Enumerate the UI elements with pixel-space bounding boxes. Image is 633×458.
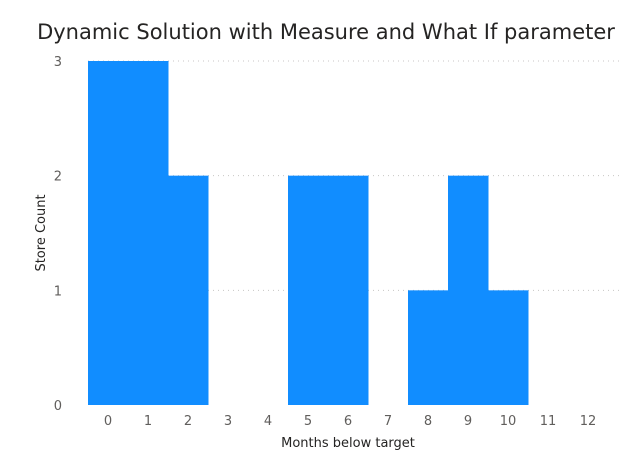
bars: [88, 61, 529, 405]
bar: [328, 175, 369, 405]
x-tick-label: 6: [344, 414, 352, 429]
bar: [168, 175, 209, 405]
chart-title: Dynamic Solution with Measure and What I…: [37, 20, 615, 44]
x-tick-label: 3: [224, 414, 232, 429]
bar: [88, 61, 129, 405]
bar: [128, 61, 169, 405]
x-tick-label: 11: [540, 414, 557, 429]
y-tick-label: 2: [54, 170, 62, 185]
gridlines: [88, 60, 622, 291]
x-tick-label: 12: [580, 414, 597, 429]
y-axis-label: Store Count: [34, 194, 49, 271]
bar: [488, 290, 529, 405]
x-tick-label: 10: [500, 414, 517, 429]
x-tick-label: 2: [184, 414, 192, 429]
y-tick-label: 1: [54, 284, 62, 299]
y-axis-ticks: 0 1 2 3: [54, 55, 62, 414]
x-tick-label: 8: [424, 414, 432, 429]
bar: [408, 290, 449, 405]
x-tick-label: 4: [264, 414, 272, 429]
x-tick-label: 5: [304, 414, 312, 429]
x-axis-label: Months below target: [281, 436, 415, 451]
x-tick-label: 1: [144, 414, 152, 429]
y-tick-label: 0: [54, 399, 62, 414]
y-tick-label: 3: [54, 55, 62, 70]
x-tick-label: 0: [104, 414, 112, 429]
bar: [288, 175, 329, 405]
x-axis-ticks: 0 1 2 3 4 5 6 7 8 9 10 11 12: [104, 414, 596, 429]
x-tick-label: 9: [464, 414, 472, 429]
bar: [448, 175, 489, 405]
x-tick-label: 7: [384, 414, 392, 429]
